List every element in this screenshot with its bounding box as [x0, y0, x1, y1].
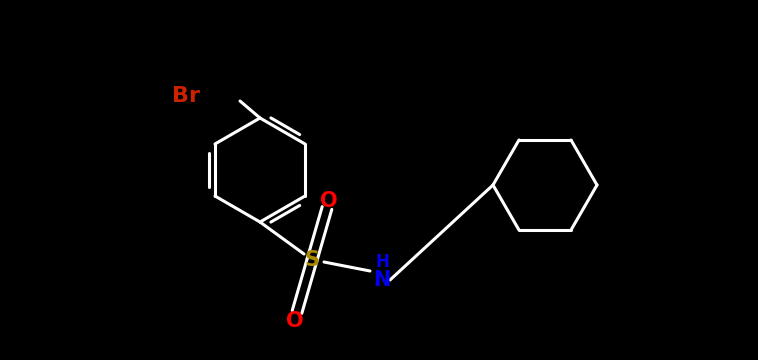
Text: H: H: [375, 253, 389, 271]
Text: O: O: [287, 311, 304, 331]
Text: O: O: [320, 191, 338, 211]
Text: N: N: [373, 270, 390, 290]
Text: Br: Br: [172, 86, 200, 106]
Text: S: S: [305, 250, 320, 270]
